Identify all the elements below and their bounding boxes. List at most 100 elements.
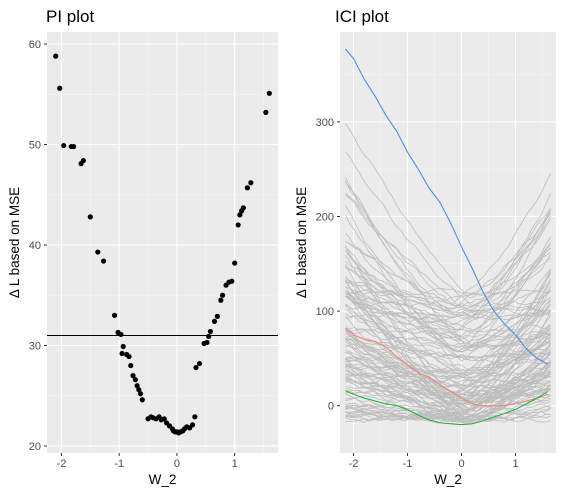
ice-curve [345, 282, 551, 411]
data-layer [345, 48, 551, 426]
data-point [161, 416, 167, 422]
data-point [248, 180, 254, 186]
chart-title: PI plot [46, 7, 94, 26]
ice-curve [345, 194, 551, 316]
data-point [206, 333, 212, 340]
ice-curve [345, 289, 551, 413]
ice-curve [345, 352, 551, 408]
y-axis-label: Δ L based on MSE [7, 187, 22, 298]
highlighted-ice-curve-1 [345, 48, 549, 365]
y-tick-label: 0 [328, 401, 334, 413]
ice-curve [345, 192, 551, 314]
ice-curve [345, 251, 551, 302]
data-point [132, 377, 138, 383]
ice-curve [345, 288, 551, 297]
data-point [218, 297, 224, 303]
plot-background [47, 32, 278, 453]
data-point [232, 260, 238, 266]
data-point [134, 383, 140, 389]
ice-curve [345, 309, 551, 383]
data-point [211, 318, 218, 324]
ice-curve [345, 408, 551, 422]
x-tick-label: 0 [174, 458, 180, 470]
x-tick-label: 1 [232, 458, 238, 470]
data-point [237, 212, 243, 218]
x-tick-label: -2 [57, 458, 67, 470]
data-point [70, 143, 77, 150]
data-point [214, 313, 220, 319]
data-point [130, 373, 136, 379]
ice-curve [345, 384, 551, 422]
x-axis-label: W_2 [434, 472, 462, 487]
ice-curve [345, 123, 551, 299]
ice-curve [345, 247, 551, 336]
data-point [204, 339, 210, 346]
data-point [196, 360, 203, 367]
highlighted-ice-curve-2 [345, 327, 549, 407]
x-tick-label: -2 [349, 458, 359, 470]
chart-panel-2: -2 -1 0 1 0 100 200 300 ICI plot W_2 Δ L based on … [294, 7, 556, 487]
data-point [118, 331, 124, 338]
y-tick-label: 100 [316, 306, 334, 318]
ice-curve [345, 328, 551, 421]
data-point [95, 249, 101, 255]
data-point [193, 364, 199, 371]
ice-curve [345, 151, 551, 307]
x-tick-label: -1 [403, 458, 413, 470]
ice-curve [345, 205, 551, 389]
data-point [80, 158, 86, 164]
data-point [263, 109, 269, 115]
data-point [120, 343, 126, 350]
ice-curve [345, 241, 551, 315]
y-tick-label: 200 [316, 211, 334, 223]
data-point [87, 214, 93, 220]
ice-curve [345, 261, 551, 316]
data-point [128, 362, 134, 369]
ice-curve [345, 215, 551, 352]
data-point [139, 397, 145, 403]
ice-curve [345, 211, 551, 322]
x-tick-label: 1 [512, 458, 518, 470]
data-point [229, 278, 235, 284]
y-axis-label: Δ L based on MSE [294, 187, 309, 298]
chart-title: ICI plot [335, 7, 389, 26]
ice-curve [345, 351, 551, 415]
y-tick-label: 20 [29, 441, 41, 453]
ice-curve [345, 369, 551, 423]
data-point [61, 142, 67, 149]
ice-curve [345, 337, 551, 361]
ice-curve [345, 291, 551, 378]
ice-curve [345, 337, 551, 405]
y-tick-label: 30 [29, 340, 41, 352]
data-point [126, 353, 132, 360]
data-point [189, 422, 196, 428]
ice-curve [345, 324, 551, 396]
ice-curve [345, 246, 551, 403]
ice-curve [345, 292, 551, 321]
ice-curve [345, 357, 551, 380]
data-point [57, 85, 63, 91]
ice-curve [345, 180, 551, 348]
ice-curve [345, 332, 551, 360]
x-tick-label: -1 [114, 458, 124, 470]
ice-curve [345, 250, 551, 347]
data-point [244, 185, 250, 191]
ice-curve [345, 242, 551, 325]
data-point [192, 414, 198, 420]
data-point [235, 222, 241, 228]
y-tick-label: 50 [29, 140, 41, 152]
data-point [119, 350, 125, 357]
data-layer [47, 53, 278, 436]
ice-curve [345, 369, 551, 379]
ice-curve [345, 254, 551, 335]
data-point [111, 312, 118, 318]
ice-curve [345, 310, 551, 321]
ice-curve [345, 373, 551, 405]
ice-curve [345, 304, 551, 388]
ice-curve [345, 207, 551, 309]
x-axis-label: W_2 [149, 472, 177, 487]
highlighted-ice-curve-3 [345, 390, 549, 426]
ice-curve [345, 213, 551, 331]
ice-curve [345, 247, 551, 353]
